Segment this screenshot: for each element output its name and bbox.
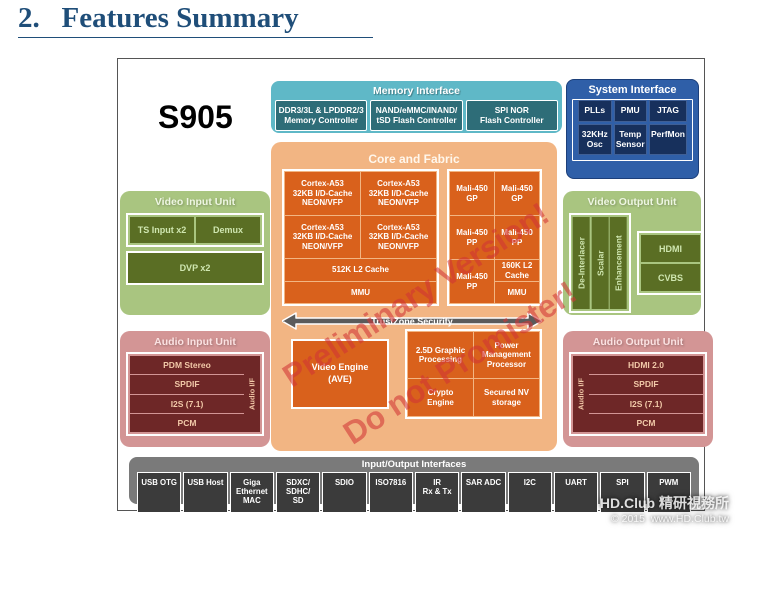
svg-text:TrustZone Security: TrustZone Security — [371, 317, 453, 327]
